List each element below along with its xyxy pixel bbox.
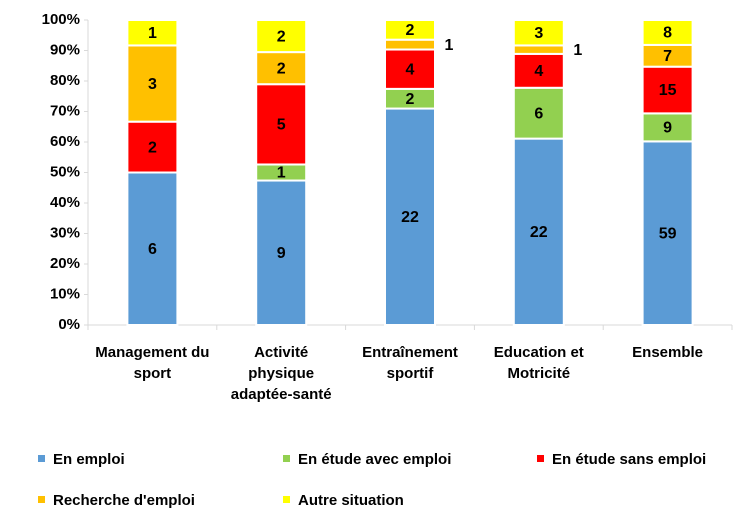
data-label: 8	[663, 25, 672, 42]
bar-segment	[384, 19, 436, 41]
legend-swatch	[283, 454, 290, 462]
data-label: 2	[277, 60, 286, 77]
legend-item: En emploi	[38, 451, 125, 468]
legend-item: En étude avec emploi	[283, 451, 451, 468]
data-label: 22	[530, 224, 548, 241]
legend-swatch	[38, 495, 45, 503]
y-tick-label: 0%	[58, 316, 80, 333]
x-tick-label: Management du sport	[95, 344, 210, 382]
y-tick-label: 90%	[50, 41, 80, 58]
data-label: 15	[659, 82, 677, 99]
data-label: 2	[406, 22, 415, 39]
bar-segment	[255, 19, 308, 54]
bar-segment	[126, 120, 179, 174]
y-tick-label: 30%	[50, 224, 80, 241]
legend-label: Recherche d'emploi	[53, 492, 195, 509]
data-label: 1	[445, 37, 454, 54]
data-label: 1	[573, 42, 582, 59]
bar-segment	[512, 44, 565, 55]
data-label: 4	[406, 61, 415, 78]
y-tick-label: 100%	[42, 11, 80, 28]
data-label: 22	[401, 209, 419, 226]
bar-segment	[641, 19, 694, 46]
data-label: 5	[277, 117, 286, 134]
bar-segment	[641, 65, 694, 115]
data-label: 3	[148, 76, 157, 93]
data-label: 7	[663, 48, 672, 65]
y-tick-label: 20%	[50, 255, 80, 272]
y-tick-label: 50%	[50, 163, 80, 180]
data-label: 9	[277, 245, 286, 262]
legend-label: En emploi	[53, 451, 125, 468]
y-tick-label: 80%	[50, 72, 80, 89]
bar-segment	[641, 112, 694, 143]
x-tick-label: Ensemble	[632, 344, 704, 361]
y-tick-label: 60%	[50, 133, 80, 150]
data-label: 2	[148, 139, 157, 156]
bar-segment	[512, 86, 565, 140]
legend-label: Autre situation	[298, 492, 404, 509]
bar-segment	[512, 137, 565, 326]
y-tick-label: 70%	[50, 102, 80, 119]
x-tick-label: Education et Motricité	[493, 344, 584, 382]
bar-segment	[255, 51, 308, 86]
data-label: 1	[277, 165, 286, 182]
bar-segment	[255, 83, 308, 166]
data-label: 6	[148, 241, 157, 258]
legend-item: Recherche d'emploi	[38, 492, 195, 509]
data-label: 4	[534, 63, 543, 80]
legend-swatch	[537, 454, 544, 462]
data-label: 2	[406, 91, 415, 108]
bar-segment	[126, 44, 179, 123]
bar-segment	[384, 38, 436, 51]
legend-label: En étude avec emploi	[298, 451, 452, 468]
legend-item: Autre situation	[283, 492, 404, 509]
bar-segment	[384, 107, 436, 326]
x-tick-label: Entraînement sportif	[362, 344, 458, 382]
x-tick-label: Activité physique adaptée-santé	[230, 344, 332, 403]
bar-segment	[512, 19, 565, 47]
bar-segment	[126, 19, 179, 47]
y-tick-label: 40%	[50, 194, 80, 211]
bar-segment	[641, 140, 694, 326]
data-label: 59	[659, 225, 677, 242]
data-label: 9	[663, 120, 672, 137]
legend-item: En étude sans emploi	[537, 451, 706, 468]
data-label: 6	[534, 105, 543, 122]
data-label: 1	[148, 25, 157, 42]
legend-swatch	[283, 495, 290, 503]
y-tick-label: 10%	[50, 285, 80, 302]
data-label: 2	[277, 28, 286, 45]
data-label: 3	[534, 25, 543, 42]
legend-swatch	[38, 454, 45, 462]
bar-segment	[384, 48, 436, 90]
legend-label: En étude sans emploi	[552, 451, 707, 468]
bar-segment	[255, 179, 308, 326]
